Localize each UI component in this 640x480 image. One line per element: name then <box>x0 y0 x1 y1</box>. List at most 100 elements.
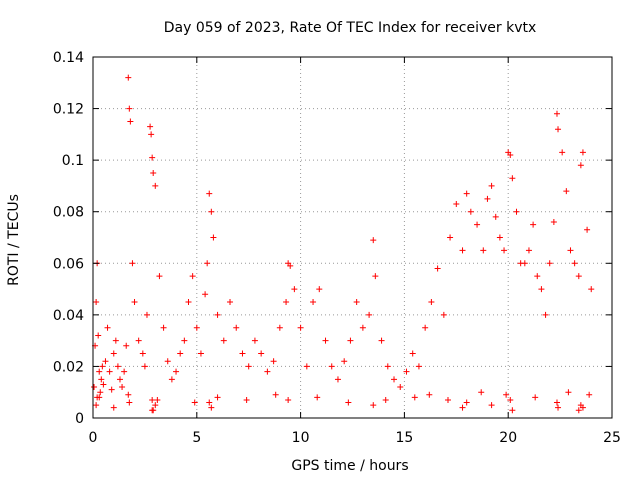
data-point <box>555 126 562 133</box>
data-point <box>243 396 250 403</box>
data-point <box>214 311 221 318</box>
data-point <box>521 260 528 267</box>
data-point <box>459 404 466 411</box>
data-point <box>93 402 100 409</box>
data-point <box>391 376 398 383</box>
data-point <box>530 221 537 228</box>
data-point <box>156 273 163 280</box>
data-point <box>258 350 265 357</box>
data-point <box>149 154 156 161</box>
data-point <box>193 324 200 331</box>
data-point <box>173 368 180 375</box>
data-point <box>125 74 132 81</box>
data-point <box>204 260 211 267</box>
data-point <box>496 234 503 241</box>
data-point <box>131 298 138 305</box>
data-point <box>227 298 234 305</box>
data-point <box>509 407 516 414</box>
data-point <box>447 234 454 241</box>
data-point <box>126 105 133 112</box>
data-point <box>185 298 192 305</box>
data-point <box>210 234 217 241</box>
data-point <box>384 363 391 370</box>
data-point <box>297 324 304 331</box>
data-point <box>492 213 499 220</box>
data-point <box>428 298 435 305</box>
data-point <box>197 350 204 357</box>
data-point <box>99 363 106 370</box>
data-point <box>104 324 111 331</box>
data-point <box>160 324 167 331</box>
data-point <box>233 324 240 331</box>
data-point <box>579 404 586 411</box>
data-point <box>488 402 495 409</box>
data-point <box>463 399 470 406</box>
data-point <box>177 350 184 357</box>
data-point <box>316 286 323 293</box>
data-point <box>127 118 134 125</box>
data-point <box>96 368 103 375</box>
data-point <box>341 358 348 365</box>
data-point <box>555 404 562 411</box>
data-point <box>139 350 146 357</box>
data-point <box>114 363 121 370</box>
data-point <box>147 123 154 130</box>
data-point <box>141 363 148 370</box>
data-point <box>503 391 510 398</box>
data-point <box>553 399 560 406</box>
data-point <box>245 363 252 370</box>
data-point <box>567 247 574 254</box>
data-point <box>202 291 209 298</box>
data-point <box>112 337 119 344</box>
data-point <box>565 389 572 396</box>
data-point <box>480 247 487 254</box>
data-point <box>513 208 520 215</box>
data-point <box>285 396 292 403</box>
data-point <box>415 363 422 370</box>
data-point <box>546 260 553 267</box>
data-point <box>150 407 157 414</box>
x-tick-label: 0 <box>89 430 98 446</box>
data-point <box>409 350 416 357</box>
data-point <box>382 396 389 403</box>
data-point <box>100 381 107 388</box>
data-point <box>154 396 161 403</box>
data-point <box>509 175 516 182</box>
x-tick-label: 20 <box>499 430 517 446</box>
data-point <box>588 286 595 293</box>
data-point <box>501 247 508 254</box>
data-point <box>208 404 215 411</box>
data-point <box>534 273 541 280</box>
data-point <box>422 324 429 331</box>
data-point <box>168 376 175 383</box>
data-point <box>126 399 133 406</box>
data-point <box>125 391 132 398</box>
data-point <box>542 311 549 318</box>
y-tick-label: 0.1 <box>62 153 84 169</box>
data-point <box>359 324 366 331</box>
data-point <box>507 151 514 158</box>
data-point <box>310 298 317 305</box>
data-point <box>220 337 227 344</box>
data-point <box>571 260 578 267</box>
data-point <box>150 170 157 177</box>
data-point <box>579 149 586 156</box>
data-point <box>110 350 117 357</box>
data-point <box>444 396 451 403</box>
data-point <box>553 110 560 117</box>
data-point <box>584 226 591 233</box>
data-point <box>345 399 352 406</box>
data-point <box>264 368 271 375</box>
y-axis-label: ROTI / TECUs <box>6 194 22 286</box>
data-point <box>93 298 100 305</box>
y-tick-label: 0.12 <box>53 102 84 118</box>
data-point <box>214 394 221 401</box>
data-points <box>91 74 595 414</box>
data-point <box>270 358 277 365</box>
data-point <box>577 162 584 169</box>
data-point <box>106 368 113 375</box>
data-point <box>276 324 283 331</box>
data-point <box>397 384 404 391</box>
data-point <box>283 298 290 305</box>
